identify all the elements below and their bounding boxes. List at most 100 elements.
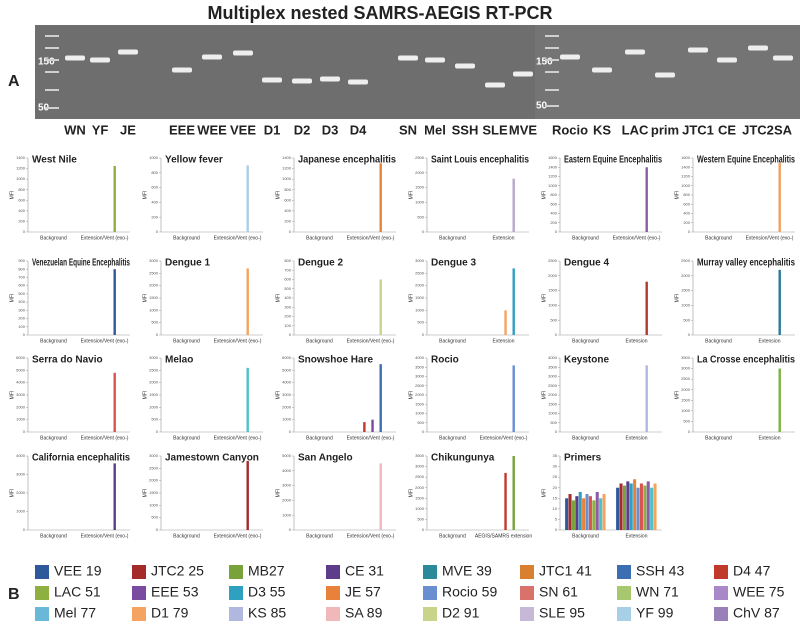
- legend-swatch: [520, 565, 534, 579]
- panel-label: A: [8, 73, 20, 90]
- y-tick-label: 1400: [681, 164, 691, 169]
- bar: [582, 498, 586, 530]
- y-axis-label: MFI: [142, 391, 148, 400]
- y-tick-label: 0: [688, 332, 691, 337]
- y-tick-label: 1000: [149, 404, 159, 409]
- gel-ladder: [45, 89, 59, 91]
- gel-lane-label: D4: [350, 122, 367, 137]
- bar: [379, 163, 382, 232]
- y-tick-label: 3500: [415, 364, 425, 369]
- gel-lane-label: JTC1: [682, 122, 714, 137]
- x-tick-label: Extension/Vent (exo-): [214, 435, 262, 441]
- gel-lane-label: SN: [399, 122, 417, 137]
- x-tick-label: Extension: [626, 435, 648, 441]
- y-tick-label: 0: [23, 332, 26, 337]
- y-tick-label: 0: [23, 229, 26, 234]
- legend-label: KS 85: [248, 605, 286, 621]
- y-axis-label: MFI: [674, 391, 680, 400]
- legend-label: WN 71: [636, 584, 679, 600]
- chart-title: California encephalitis: [32, 453, 130, 464]
- x-tick-label: Extension/Vent (exo-): [480, 435, 528, 441]
- y-tick-label: 0: [422, 332, 425, 337]
- legend-swatch: [520, 586, 534, 600]
- x-tick-label: Extension: [759, 435, 781, 441]
- y-axis-label: MFI: [9, 391, 15, 400]
- x-tick-label: Background: [572, 338, 599, 344]
- bar: [578, 491, 582, 530]
- y-axis-label: MFI: [275, 391, 281, 400]
- gel-band: [773, 55, 793, 61]
- y-tick-label: 2000: [415, 485, 425, 490]
- legend-label: WEE 75: [733, 584, 785, 600]
- y-tick-label: 800: [550, 192, 557, 197]
- y-tick-label: 1000: [681, 302, 691, 307]
- bar: [379, 279, 382, 335]
- chart-title: Venezuelan Equine Encephalitis: [32, 258, 130, 269]
- bar: [246, 165, 249, 232]
- y-tick-label: 2000: [415, 170, 425, 175]
- y-tick-label: 25: [553, 474, 558, 479]
- y-tick-label: 1500: [681, 288, 691, 293]
- y-axis-label: MFI: [541, 391, 547, 400]
- legend-swatch: [229, 565, 243, 579]
- legend-swatch: [229, 586, 243, 600]
- x-tick-label: Extension: [626, 533, 648, 539]
- gel-band: [592, 67, 612, 73]
- y-axis-label: MFI: [9, 489, 15, 498]
- y-axis-label: MFI: [408, 391, 414, 400]
- gel-ladder: [45, 35, 59, 37]
- y-tick-label: 600: [550, 201, 557, 206]
- gel-band: [455, 63, 475, 69]
- bar: [650, 487, 654, 530]
- y-tick-label: 35: [553, 453, 558, 458]
- y-tick-label: 0: [23, 527, 26, 532]
- x-tick-label: Extension: [493, 338, 515, 344]
- y-tick-label: 2000: [681, 273, 691, 278]
- legend-label: Mel 77: [54, 605, 96, 621]
- chart-title: Jamestown Canyon: [165, 453, 259, 464]
- legend-label: D4 47: [733, 563, 771, 579]
- legend-swatch: [714, 586, 728, 600]
- y-axis-label: MFI: [408, 294, 414, 303]
- gel-lane-label: JTC2: [742, 122, 774, 137]
- legend-swatch: [35, 586, 49, 600]
- legend-swatch: [326, 586, 340, 600]
- gel-lane-label: D3: [322, 122, 339, 137]
- chart-title: Japanese encephalitis: [298, 155, 396, 166]
- bar: [568, 494, 572, 530]
- y-tick-label: 600: [284, 277, 291, 282]
- gel-marker: 150: [38, 57, 55, 68]
- y-tick-label: 500: [417, 516, 424, 521]
- y-tick-label: 200: [151, 214, 158, 219]
- y-tick-label: 4000: [415, 355, 425, 360]
- bar: [653, 483, 657, 530]
- y-tick-label: 1000: [149, 155, 159, 160]
- y-tick-label: 1400: [548, 164, 558, 169]
- y-tick-label: 3000: [548, 374, 558, 379]
- x-tick-label: Background: [40, 533, 67, 539]
- gel-band: [90, 57, 110, 63]
- y-tick-label: 2000: [415, 283, 425, 288]
- y-tick-label: 600: [18, 283, 25, 288]
- x-tick-label: Extension: [493, 235, 515, 241]
- gel-lane-label: YF: [92, 122, 109, 137]
- gel-band: [485, 82, 505, 88]
- y-tick-label: 1600: [548, 155, 558, 160]
- chart-title: Melao: [165, 355, 193, 366]
- x-tick-label: Background: [705, 338, 732, 344]
- y-tick-label: 200: [284, 218, 291, 223]
- gel-lane-label: KS: [593, 122, 611, 137]
- gel-band: [717, 57, 737, 63]
- y-tick-label: 2000: [282, 404, 292, 409]
- y-tick-label: 0: [156, 527, 159, 532]
- y-tick-label: 4000: [282, 380, 292, 385]
- bar: [504, 310, 507, 335]
- x-tick-label: Background: [40, 235, 67, 241]
- legend-swatch: [714, 565, 728, 579]
- x-tick-label: Background: [705, 235, 732, 241]
- legend-label: YF 99: [636, 605, 674, 621]
- y-tick-label: 0: [422, 429, 425, 434]
- y-tick-label: 1000: [415, 506, 425, 511]
- y-tick-label: 1000: [149, 502, 159, 507]
- y-tick-label: 2500: [149, 465, 159, 470]
